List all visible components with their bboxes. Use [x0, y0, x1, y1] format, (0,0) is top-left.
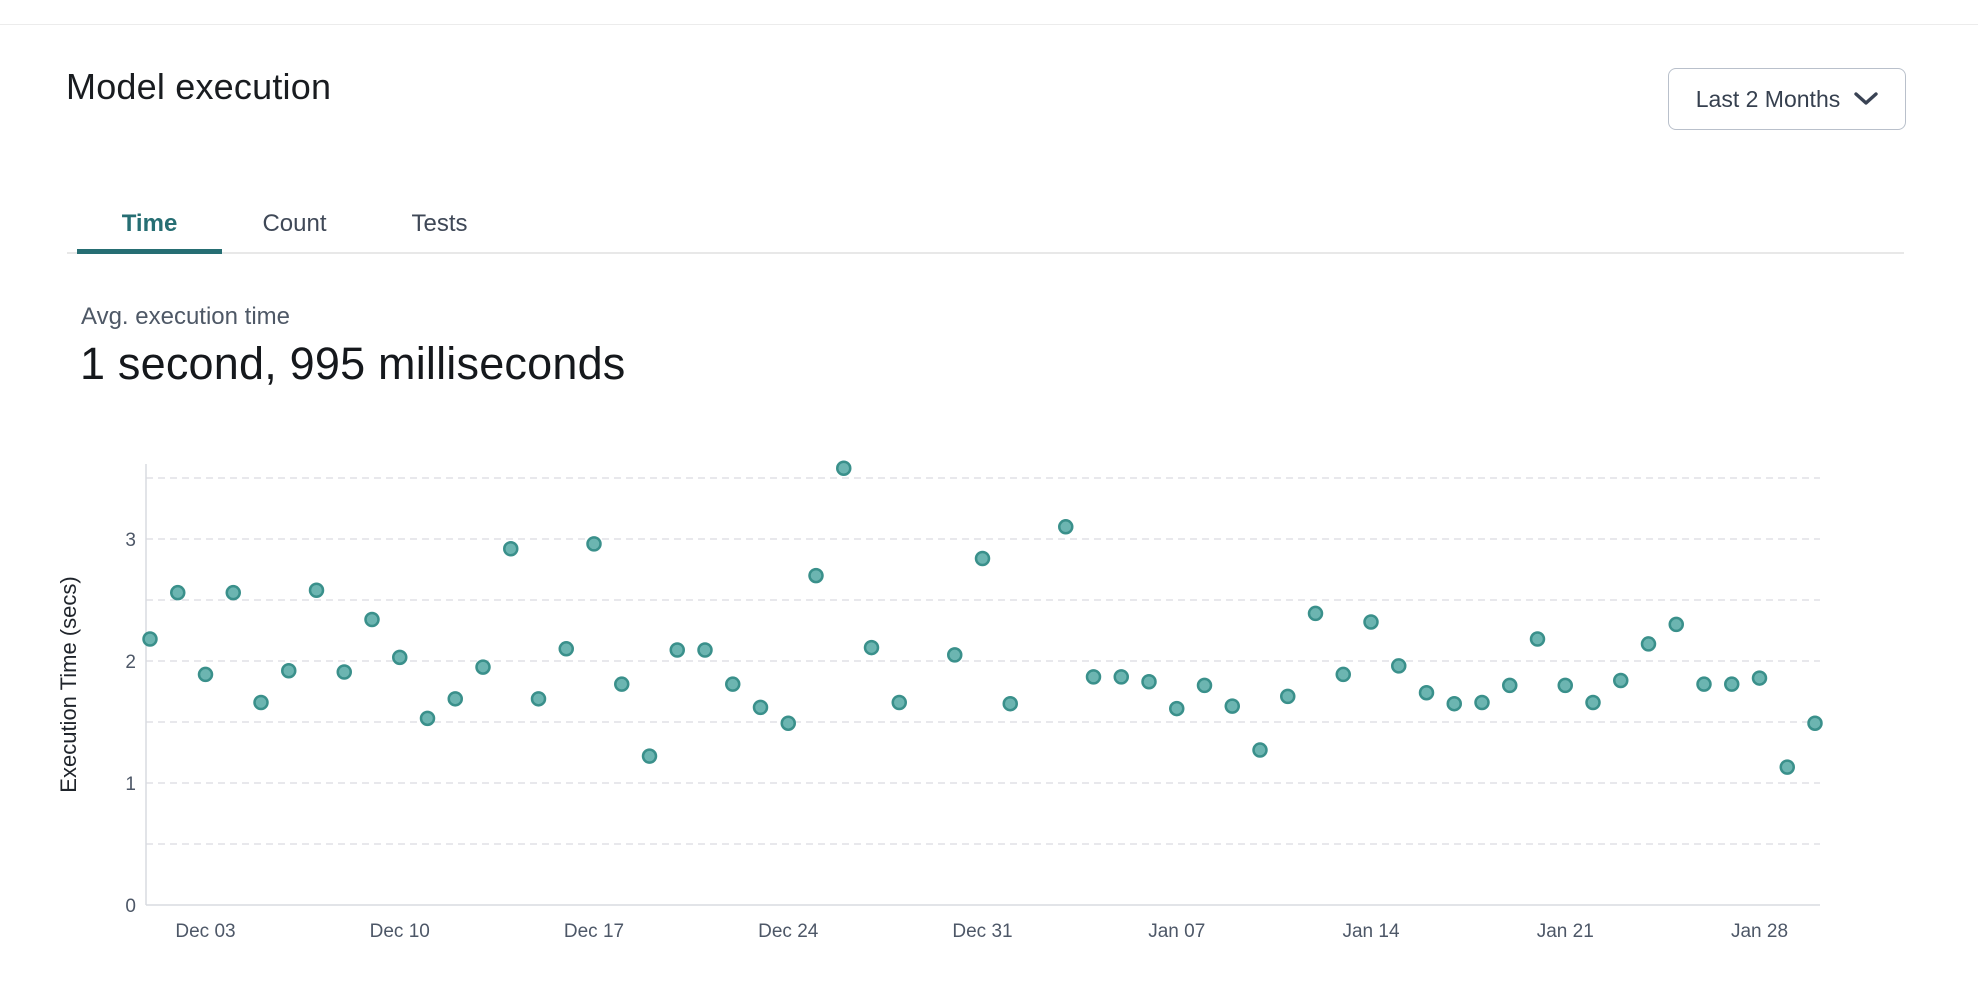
tab-time[interactable]: Time	[77, 198, 222, 254]
top-divider	[0, 24, 1978, 25]
data-point[interactable]	[586, 536, 602, 552]
data-point[interactable]	[1529, 631, 1546, 647]
data-point[interactable]	[974, 550, 991, 567]
data-point[interactable]	[891, 694, 907, 711]
data-point[interactable]	[1585, 694, 1601, 711]
data-point[interactable]	[1668, 616, 1684, 633]
data-point[interactable]	[281, 663, 297, 679]
scatter-plot: 0 1 2 3 Dec 03 Dec 10 Dec 17 Dec 24 Dec 31 Jan 07…	[56, 460, 1823, 942]
data-point[interactable]	[364, 611, 380, 628]
data-point[interactable]	[1224, 698, 1240, 714]
data-point[interactable]	[1502, 677, 1518, 694]
data-point[interactable]	[336, 664, 352, 680]
data-point[interactable]	[1169, 700, 1185, 717]
data-point[interactable]	[1363, 614, 1379, 630]
x-tick-label: Dec 24	[758, 921, 819, 942]
y-axis-title: Execution Time (secs)	[56, 576, 81, 792]
data-point[interactable]	[253, 694, 269, 711]
data-point[interactable]	[947, 647, 963, 663]
x-tick-label: Jan 21	[1537, 921, 1594, 942]
data-point[interactable]	[503, 541, 519, 557]
x-tick-label: Dec 10	[370, 921, 430, 942]
data-point[interactable]	[1724, 676, 1740, 692]
data-point[interactable]	[197, 666, 214, 683]
data-point[interactable]	[1391, 658, 1407, 674]
y-tick-label: 3	[125, 530, 136, 551]
data-point[interactable]	[1002, 695, 1018, 712]
y-tick-label: 1	[125, 774, 136, 795]
data-point[interactable]	[1557, 677, 1573, 694]
time-range-dropdown[interactable]: Last 2 Months	[1668, 68, 1906, 130]
data-point[interactable]	[1335, 666, 1351, 683]
data-point[interactable]	[1807, 715, 1823, 731]
data-point[interactable]	[725, 676, 741, 692]
data-point[interactable]	[142, 631, 158, 647]
data-point[interactable]	[558, 641, 574, 657]
data-point[interactable]	[780, 715, 796, 731]
tab-tests[interactable]: Tests	[367, 198, 512, 254]
tab-tests-label: Tests	[411, 209, 468, 237]
execution-time-chart: 0 1 2 3 Dec 03 Dec 10 Dec 17 Dec 24 Dec 31 Jan 07…	[0, 420, 1978, 980]
data-point[interactable]	[1058, 519, 1074, 535]
data-point[interactable]	[1446, 695, 1462, 712]
data-point[interactable]	[170, 584, 186, 601]
data-point[interactable]	[1418, 684, 1435, 701]
data-point[interactable]	[836, 460, 852, 476]
data-point[interactable]	[752, 699, 769, 716]
x-tick-label: Dec 31	[952, 921, 1012, 942]
data-point[interactable]	[1640, 636, 1657, 652]
x-tick-label: Dec 03	[175, 921, 235, 942]
data-point[interactable]	[447, 691, 463, 707]
tab-time-label: Time	[121, 209, 178, 237]
x-tick-label: Jan 07	[1148, 921, 1205, 942]
metric-label: Avg. execution time	[81, 303, 291, 330]
page-title: Model execution	[66, 66, 332, 107]
tab-count[interactable]: Count	[222, 198, 367, 254]
data-point[interactable]	[1252, 742, 1268, 758]
data-point[interactable]	[1280, 688, 1296, 705]
data-point[interactable]	[1696, 676, 1712, 692]
data-point[interactable]	[225, 584, 241, 601]
x-tick-label: Dec 17	[564, 921, 624, 942]
chevron-down-icon	[1854, 92, 1878, 105]
data-point[interactable]	[419, 710, 436, 727]
metric-value: 1 second, 995 milliseconds	[80, 338, 626, 389]
time-range-label: Last 2 Months	[1695, 85, 1841, 112]
data-point[interactable]	[392, 649, 408, 666]
data-point[interactable]	[530, 691, 547, 707]
data-point[interactable]	[1113, 669, 1129, 685]
data-point[interactable]	[614, 676, 630, 692]
data-point[interactable]	[808, 567, 824, 584]
data-point[interactable]	[641, 748, 658, 764]
y-tick-label: 0	[125, 896, 136, 917]
data-point[interactable]	[1085, 669, 1102, 685]
tab-count-label: Count	[262, 209, 327, 237]
data-point[interactable]	[1779, 759, 1795, 775]
data-point[interactable]	[475, 659, 491, 675]
data-point[interactable]	[1474, 694, 1490, 711]
data-point[interactable]	[1613, 672, 1629, 689]
data-point[interactable]	[863, 639, 880, 656]
data-point[interactable]	[1141, 673, 1157, 690]
x-tick-label: Jan 28	[1731, 921, 1788, 942]
data-point[interactable]	[1196, 677, 1213, 694]
data-point[interactable]	[697, 642, 713, 658]
data-point[interactable]	[1751, 670, 1768, 686]
data-point[interactable]	[669, 642, 685, 658]
tabs-bar: Time Count Tests	[67, 198, 1904, 254]
data-point[interactable]	[308, 582, 325, 598]
y-tick-label: 2	[125, 652, 136, 673]
x-tick-label: Jan 14	[1342, 921, 1399, 942]
data-point[interactable]	[1307, 605, 1324, 622]
